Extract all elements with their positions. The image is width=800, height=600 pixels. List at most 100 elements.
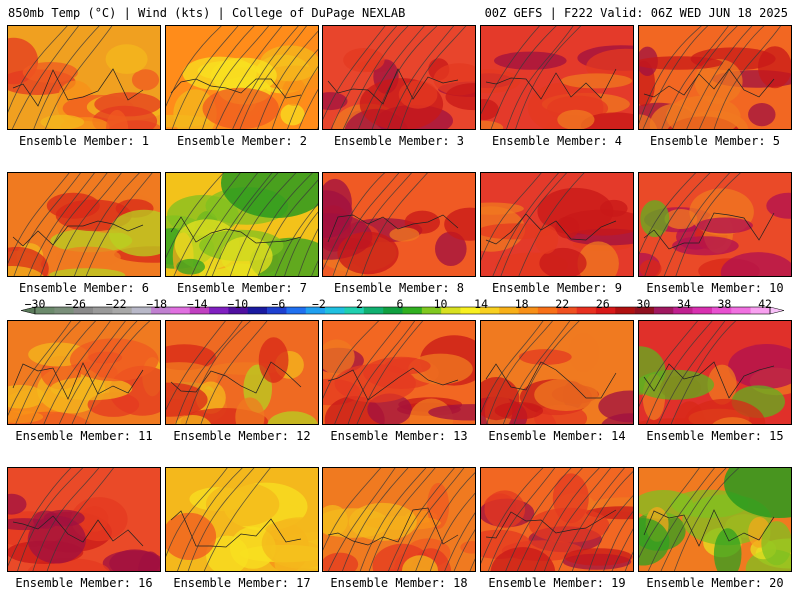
colorbar-swatch xyxy=(267,307,287,314)
colorbar-swatch xyxy=(325,307,345,314)
colorbar-swatch xyxy=(557,307,577,314)
map-title: 850mb Temp (°C) | Wind (kts) | College o… xyxy=(8,6,406,20)
colorbar-tick-label: −22 xyxy=(105,297,127,311)
temperature-field xyxy=(8,26,160,129)
colorbar-tick-label: −14 xyxy=(186,297,208,311)
colorbar-swatch xyxy=(711,307,732,314)
colorbar-tick-label: 10 xyxy=(433,297,448,311)
ensemble-member-label: Ensemble Member: 9 xyxy=(491,281,623,295)
colorbar-swatch xyxy=(35,307,55,314)
colorbar-swatch xyxy=(93,307,113,314)
colorbar-tick-label: −6 xyxy=(271,297,286,311)
colorbar-swatch xyxy=(305,307,326,314)
colorbar-swatch xyxy=(518,307,539,314)
temperature-field xyxy=(8,468,160,571)
ensemble-member-map-12 xyxy=(165,320,319,425)
temperature-colorbar xyxy=(20,306,785,315)
temperature-field xyxy=(166,321,318,424)
ensemble-member-map-10 xyxy=(638,172,792,277)
colorbar-swatch xyxy=(731,307,751,314)
colorbar-tick-label: 22 xyxy=(555,297,570,311)
colorbar-swatch xyxy=(383,307,403,314)
colorbar-swatch xyxy=(402,307,423,314)
colorbar-tick-label: −2 xyxy=(311,297,326,311)
ensemble-member-map-17 xyxy=(165,467,319,572)
ensemble-member-map-19 xyxy=(480,467,634,572)
colorbar-swatch xyxy=(286,307,307,314)
temperature-field xyxy=(639,26,791,129)
temperature-field xyxy=(323,468,475,571)
ensemble-member-label: Ensemble Member: 16 xyxy=(15,576,153,590)
colorbar-swatch xyxy=(750,307,771,314)
colorbar-swatch xyxy=(673,307,693,314)
ensemble-member-label: Ensemble Member: 8 xyxy=(333,281,465,295)
colorbar-swatch xyxy=(344,307,365,314)
ensemble-member-label: Ensemble Member: 20 xyxy=(646,576,784,590)
colorbar-swatch xyxy=(363,307,384,314)
ensemble-member-label: Ensemble Member: 4 xyxy=(491,134,623,148)
ensemble-member-label: Ensemble Member: 11 xyxy=(15,429,153,443)
colorbar-swatch xyxy=(421,307,442,314)
temperature-field xyxy=(639,173,791,276)
colorbar-swatch xyxy=(653,307,674,314)
colorbar-tick-label: −10 xyxy=(227,297,249,311)
ensemble-member-label: Ensemble Member: 13 xyxy=(330,429,468,443)
ensemble-member-map-16 xyxy=(7,467,161,572)
ensemble-member-label: Ensemble Member: 3 xyxy=(333,134,465,148)
colorbar-tick-label: −18 xyxy=(146,297,168,311)
ensemble-member-map-18 xyxy=(322,467,476,572)
ensemble-member-map-4 xyxy=(480,25,634,130)
ensemble-member-map-3 xyxy=(322,25,476,130)
ensemble-member-label: Ensemble Member: 6 xyxy=(18,281,150,295)
temperature-field xyxy=(481,26,633,129)
ensemble-member-map-15 xyxy=(638,320,792,425)
ensemble-member-label: Ensemble Member: 19 xyxy=(488,576,626,590)
colorbar-swatch xyxy=(247,307,268,314)
ensemble-member-map-8 xyxy=(322,172,476,277)
model-run-info: 00Z GEFS | F222 Valid: 06Z WED JUN 18 20… xyxy=(484,6,788,20)
colorbar-swatch xyxy=(615,307,635,314)
temperature-field xyxy=(166,468,318,571)
colorbar-tick-label: 18 xyxy=(514,297,529,311)
temperature-field xyxy=(323,173,475,276)
ensemble-member-label: Ensemble Member: 2 xyxy=(176,134,308,148)
colorbar-tick-label: 42 xyxy=(758,297,772,311)
ensemble-member-label: Ensemble Member: 15 xyxy=(646,429,784,443)
colorbar-tick-label: 2 xyxy=(355,297,363,311)
temperature-field xyxy=(323,26,475,129)
ensemble-member-label: Ensemble Member: 1 xyxy=(18,134,150,148)
colorbar-swatch xyxy=(170,307,191,314)
temperature-field xyxy=(166,26,318,129)
ensemble-member-map-2 xyxy=(165,25,319,130)
colorbar-swatch xyxy=(228,307,249,314)
colorbar-tick-label: 34 xyxy=(676,297,691,311)
colorbar-swatch xyxy=(189,307,210,314)
colorbar-swatch xyxy=(595,307,616,314)
temperature-field xyxy=(639,321,791,424)
ensemble-member-map-7 xyxy=(165,172,319,277)
ensemble-member-map-9 xyxy=(480,172,634,277)
ensemble-member-map-20 xyxy=(638,467,792,572)
colorbar-tick-label: −30 xyxy=(24,297,46,311)
colorbar-tick-label: 26 xyxy=(595,297,610,311)
colorbar-swatch xyxy=(441,307,461,314)
colorbar-swatch xyxy=(537,307,558,314)
colorbar-swatch xyxy=(131,307,152,314)
temperature-field xyxy=(323,321,475,424)
ensemble-member-label: Ensemble Member: 12 xyxy=(173,429,311,443)
temperature-field xyxy=(481,468,633,571)
ensemble-member-map-5 xyxy=(638,25,792,130)
temperature-field xyxy=(166,173,318,276)
colorbar-tick-label: 38 xyxy=(717,297,732,311)
colorbar-tick-label: 30 xyxy=(636,297,651,311)
ensemble-member-label: Ensemble Member: 5 xyxy=(649,134,781,148)
colorbar-swatch xyxy=(634,307,655,314)
ensemble-member-label: Ensemble Member: 14 xyxy=(488,429,626,443)
ensemble-member-map-11 xyxy=(7,320,161,425)
temperature-field xyxy=(639,468,791,571)
colorbar-swatch xyxy=(692,307,713,314)
colorbar-swatch xyxy=(112,307,133,314)
colorbar-swatch xyxy=(54,307,74,314)
ensemble-member-map-6 xyxy=(7,172,161,277)
colorbar-tick-label: 14 xyxy=(474,297,489,311)
